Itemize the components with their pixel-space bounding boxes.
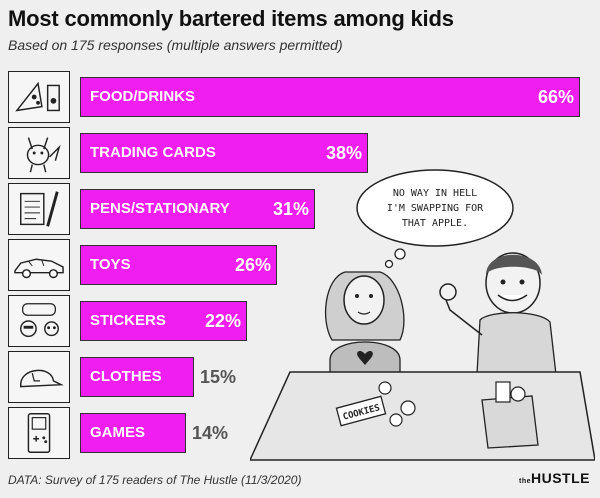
pikachu-card-icon xyxy=(8,127,70,179)
bar-value-label: 31% xyxy=(272,199,309,219)
bar xyxy=(80,301,247,341)
bar-value-label: 66% xyxy=(537,87,574,107)
bar xyxy=(80,245,277,285)
bar-category-label: PENS/STATIONARY xyxy=(90,200,230,217)
speech-line-2: I'M SWAPPING FOR xyxy=(387,203,484,214)
bar-category-label: STICKERS xyxy=(90,312,166,329)
bar-category-label: TRADING CARDS xyxy=(90,144,216,161)
chart-subtitle: Based on 175 responses (multiple answers… xyxy=(8,37,343,53)
brand-small: the xyxy=(519,478,531,485)
bar-value-label: 38% xyxy=(325,143,362,163)
stickers-icon xyxy=(8,295,70,347)
bar-value-label: 26% xyxy=(234,255,271,275)
pizza-icon xyxy=(8,71,70,123)
gameboy-icon xyxy=(8,407,70,459)
bar-category-label: FOOD/DRINKS xyxy=(90,88,195,105)
bar xyxy=(80,357,194,397)
bar xyxy=(80,413,186,453)
brand-name: HUSTLE xyxy=(531,470,590,486)
speech-line-3: THAT APPLE. xyxy=(402,218,468,229)
bar-value-label: 14% xyxy=(192,423,229,443)
source-note: DATA: Survey of 175 readers of The Hustl… xyxy=(8,473,302,487)
bar xyxy=(80,77,580,117)
toy-car-icon xyxy=(8,239,70,291)
bar-value-label: 15% xyxy=(200,367,237,387)
cap-icon xyxy=(8,351,70,403)
bar-category-label: TOYS xyxy=(90,256,131,273)
bar xyxy=(80,189,315,229)
bar xyxy=(80,133,368,173)
kids-illustration: NO WAY IN HELL I'M SWAPPING FOR THAT APP… xyxy=(248,160,596,465)
chart-title: Most commonly bartered items among kids xyxy=(8,6,454,31)
bar-category-label: GAMES xyxy=(90,424,146,441)
pen-notepad-icon xyxy=(8,183,70,235)
speech-line-1: NO WAY IN HELL xyxy=(393,188,477,199)
bar-value-label: 22% xyxy=(204,311,241,331)
brand-logo: theHUSTLE xyxy=(519,470,590,486)
bar-category-label: CLOTHES xyxy=(90,368,162,385)
